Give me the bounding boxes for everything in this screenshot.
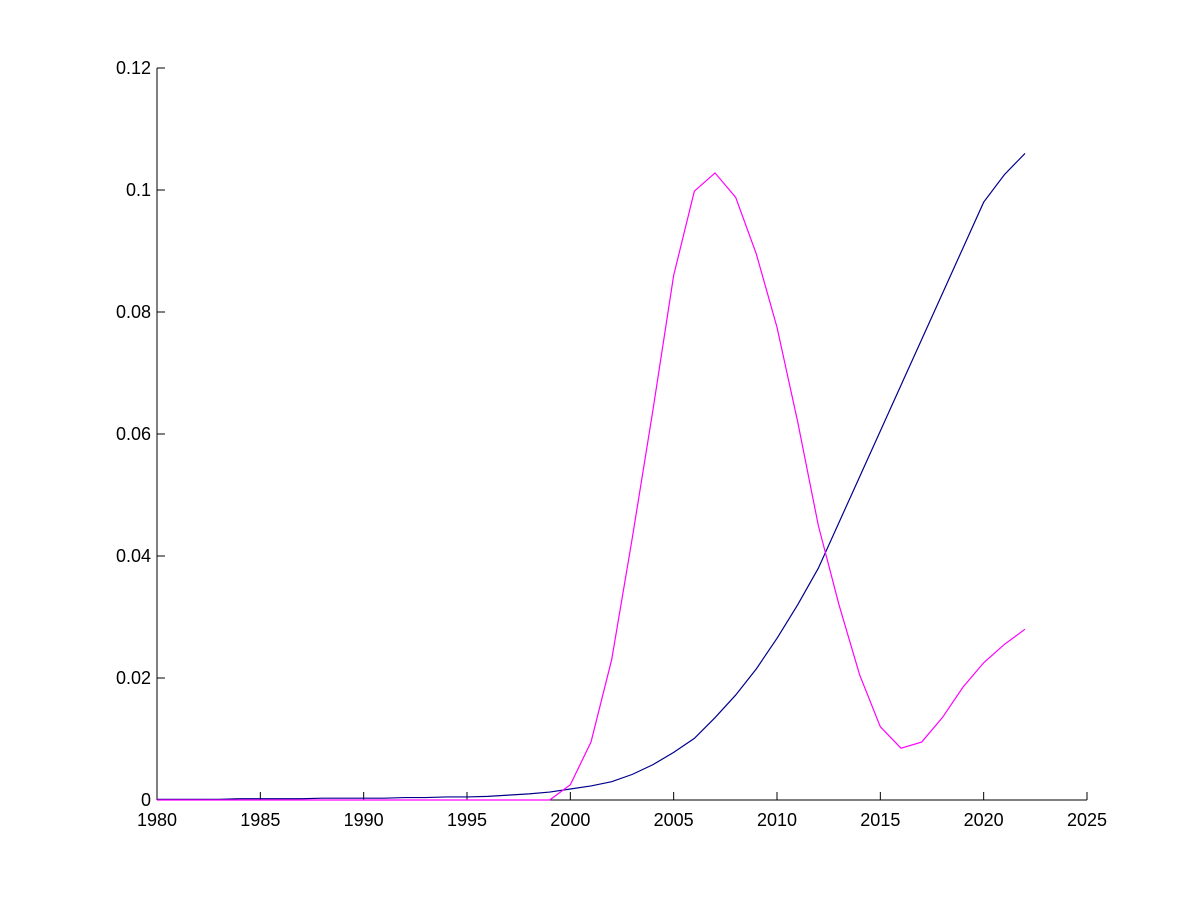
x-tick-label: 2025: [1067, 810, 1107, 830]
line-series: [157, 152, 1026, 800]
y-tick-label: 0.1: [126, 180, 151, 200]
y-tick-label: 0.06: [116, 424, 151, 444]
x-tick-label: 2005: [654, 810, 694, 830]
y-tick-label: 0.02: [116, 668, 151, 688]
x-tick-label: 1990: [344, 810, 384, 830]
y-tick-label: 0.12: [116, 58, 151, 78]
x-tick-label: 2010: [757, 810, 797, 830]
line-series: [157, 172, 1026, 801]
x-tick-label: 2000: [550, 810, 590, 830]
x-tick-label: 2015: [860, 810, 900, 830]
x-tick-label: 2020: [964, 810, 1004, 830]
y-tick-label: 0: [141, 790, 151, 810]
y-tick-label: 0.04: [116, 546, 151, 566]
y-tick-label: 0.08: [116, 302, 151, 322]
x-tick-label: 1980: [137, 810, 177, 830]
x-tick-label: 1985: [240, 810, 280, 830]
x-tick-label: 1995: [447, 810, 487, 830]
